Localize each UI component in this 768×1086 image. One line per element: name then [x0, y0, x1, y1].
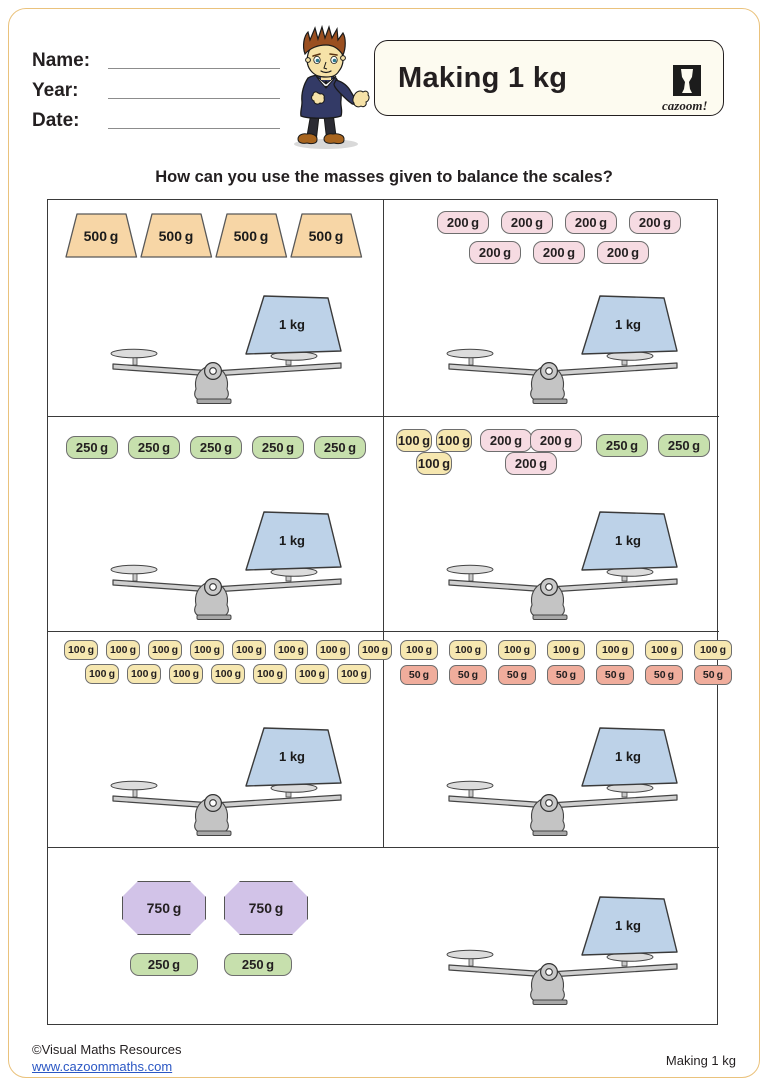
svg-text:500 g: 500 g [309, 228, 344, 244]
svg-text:500 g: 500 g [234, 228, 269, 244]
svg-text:500 g: 500 g [159, 228, 194, 244]
svg-text:500 g: 500 g [84, 228, 119, 244]
